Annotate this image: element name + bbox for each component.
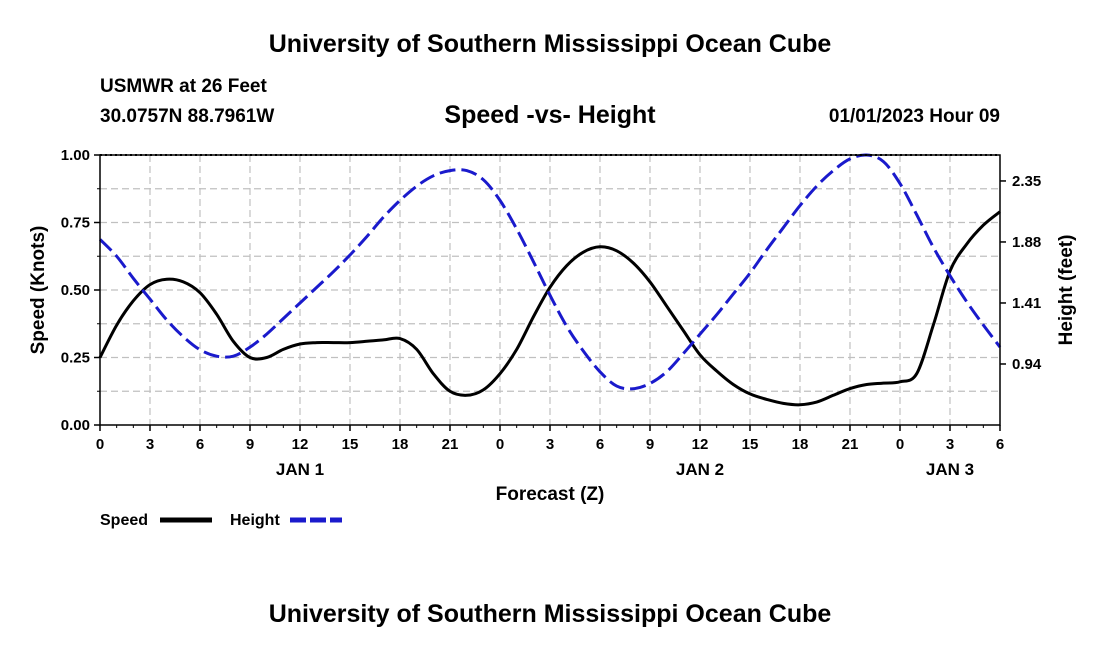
x-tick-label: 9 — [246, 436, 254, 453]
x-tick-label: 12 — [292, 436, 309, 453]
x-tick-label: 0 — [496, 436, 504, 453]
x-tick-label: 3 — [146, 436, 154, 453]
x-tick-label: 15 — [342, 436, 359, 453]
series-line-speed — [98, 210, 1001, 407]
axis-layer: 0 3 6 9 12 15 18 21 0 3 6 9 12 15 18 21 0 3 6 JAN 1 JAN 2 JAN… — [61, 147, 1042, 479]
series-line-height — [98, 153, 1002, 391]
y2-tick-label: 1.88 — [1012, 234, 1041, 251]
x-tick-label: 18 — [792, 436, 809, 453]
footer-title: University of Southern Mississippi Ocean… — [268, 600, 832, 628]
legend-height-label: Height — [230, 512, 280, 529]
forecast-datetime: 01/01/2023 Hour 09 — [828, 106, 1000, 127]
x-tick-label: 9 — [646, 436, 654, 453]
legend-speed-label: Speed — [100, 512, 148, 529]
x-tick-label: 3 — [546, 436, 554, 453]
station-coordinates: 30.0757N 88.7961W — [100, 106, 275, 127]
chart-title: Speed -vs- Height — [444, 101, 656, 129]
day-label: JAN 2 — [676, 460, 724, 479]
day-label: JAN 3 — [926, 460, 974, 479]
day-label: JAN 1 — [276, 460, 324, 479]
y-tick-label: 0.00 — [61, 417, 90, 434]
x-tick-label: 0 — [896, 436, 904, 453]
y-tick-label: 0.50 — [61, 282, 90, 299]
x-tick-label: 6 — [596, 436, 604, 453]
x-tick-label: 3 — [946, 436, 954, 453]
series-layer — [98, 153, 1002, 407]
x-tick-label: 18 — [392, 436, 409, 453]
y2-tick-label: 0.94 — [1012, 356, 1042, 373]
x-tick-label: 6 — [196, 436, 204, 453]
speed-height-chart: 0 3 6 9 12 15 18 21 0 3 6 9 12 15 18 21 0 3 6 JAN 1 JAN 2 JAN… — [28, 147, 1077, 529]
y-axis-label: Speed (Knots) — [28, 226, 49, 355]
x-tick-label: 0 — [96, 436, 104, 453]
main-title: University of Southern Mississippi Ocean… — [268, 30, 832, 58]
x-tick-label: 6 — [996, 436, 1004, 453]
y-tick-label: 0.75 — [61, 215, 90, 232]
y-tick-label: 0.25 — [61, 350, 90, 367]
x-tick-label: 12 — [692, 436, 709, 453]
y2-tick-label: 2.35 — [1012, 173, 1041, 190]
x-tick-label: 21 — [842, 436, 859, 453]
y-tick-label: 1.00 — [61, 147, 90, 164]
x-tick-label: 21 — [442, 436, 459, 453]
x-axis-label: Forecast (Z) — [496, 484, 605, 505]
y2-tick-label: 1.41 — [1012, 295, 1041, 312]
y2-axis-label: Height (feet) — [1056, 235, 1077, 346]
x-tick-label: 15 — [742, 436, 759, 453]
station-name: USMWR at 26 Feet — [100, 76, 267, 97]
legend: Speed Height — [100, 512, 342, 529]
